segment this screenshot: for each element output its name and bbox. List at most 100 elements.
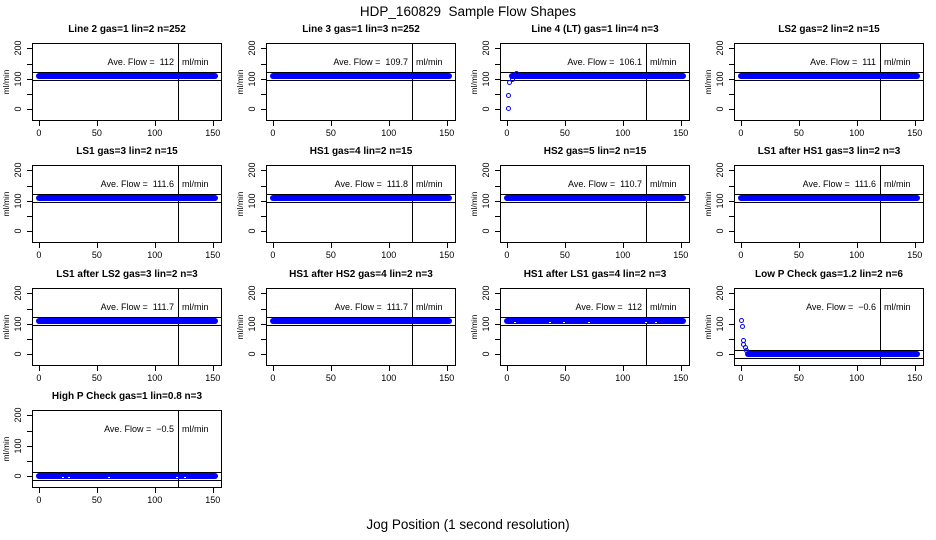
y-tick-label: 0 — [13, 228, 23, 234]
unit-text: ml/min — [649, 302, 677, 312]
y-tick-label: 200 — [715, 40, 725, 56]
y-axis-tick — [27, 293, 32, 295]
panel-title: Line 3 gas=1 lin=3 n=252 — [302, 24, 420, 35]
outlier-point — [740, 324, 746, 330]
vline-marker — [645, 43, 647, 121]
y-axis-tick — [729, 308, 734, 310]
unit-text: ml/min — [181, 302, 209, 312]
y-tick-label: 200 — [715, 162, 725, 178]
data-band — [737, 72, 921, 79]
y-axis-tick — [261, 48, 266, 50]
unit-text: ml/min — [883, 57, 911, 67]
x-axis-tick — [798, 366, 800, 371]
band-gap-speck — [588, 321, 591, 323]
vline-marker — [411, 43, 413, 121]
x-tick-label: 100 — [615, 128, 631, 138]
x-axis-tick — [38, 243, 40, 248]
x-axis-tick — [740, 243, 742, 248]
plot-box — [500, 43, 690, 121]
x-tick-label: 0 — [270, 373, 276, 383]
x-tick-label: 150 — [907, 250, 923, 260]
avg-flow-text: Ave. Flow = 111.8 — [334, 179, 408, 189]
plot-box — [32, 288, 222, 366]
panel: Low P Check gas=1.2 lin=2 n=6 0 100 200 ml/m… — [702, 259, 936, 383]
y-axis-tick — [729, 354, 734, 356]
x-tick-label: 50 — [793, 373, 804, 383]
x-axis-tick — [154, 121, 156, 126]
y-axis-tick — [27, 338, 32, 340]
y-axis-tick — [27, 430, 32, 432]
y-tick-label: 100 — [247, 71, 257, 87]
y-axis-tick — [729, 185, 734, 187]
y-tick-label: 100 — [715, 193, 725, 209]
panel-title: LS1 after LS2 gas=3 lin=2 n=3 — [56, 269, 198, 280]
x-tick-label: 50 — [325, 250, 336, 260]
ml-min-axis-label: ml/min — [1, 314, 11, 340]
plot-box — [32, 43, 222, 121]
y-axis-tick — [27, 460, 32, 462]
avg-flow-text: Ave. Flow = 111.6 — [100, 179, 174, 189]
ref-line — [501, 71, 689, 73]
panel: HS2 gas=5 lin=2 n=15 0 100 200 ml/min 0 50 100 1… — [468, 136, 702, 260]
x-tick-label: 150 — [439, 128, 455, 138]
x-axis-tick — [388, 121, 390, 126]
y-tick-label: 0 — [13, 473, 23, 479]
y-axis-tick — [27, 109, 32, 111]
avg-flow-text: Ave. Flow = 111.7 — [100, 302, 174, 312]
y-axis-tick — [261, 63, 266, 65]
y-axis-tick — [27, 215, 32, 217]
x-axis-label: Jog Position (1 second resolution) — [366, 517, 570, 532]
y-axis-tick — [729, 63, 734, 65]
data-band — [269, 317, 453, 324]
outlier-point — [506, 106, 512, 112]
x-tick-label: 150 — [439, 373, 455, 383]
x-axis-tick — [798, 121, 800, 126]
x-tick-label: 0 — [270, 250, 276, 260]
y-tick-label: 100 — [13, 316, 23, 332]
x-tick-label: 0 — [36, 495, 42, 505]
y-axis-tick — [729, 200, 734, 202]
panel: Line 2 gas=1 lin=2 n=252 0 100 200 ml/min 0 50… — [0, 14, 234, 138]
y-tick-label: 0 — [247, 106, 257, 112]
y-tick-label: 200 — [715, 285, 725, 301]
panel-title: HS2 gas=5 lin=2 n=15 — [543, 146, 647, 157]
y-axis-tick — [27, 185, 32, 187]
panel-title: Line 2 gas=1 lin=2 n=252 — [68, 24, 186, 35]
x-axis-tick — [506, 243, 508, 248]
ref-line — [267, 325, 455, 327]
x-axis-tick — [330, 366, 332, 371]
y-axis-tick — [495, 93, 500, 95]
vline-marker — [645, 165, 647, 243]
band-gap-speck — [108, 477, 111, 479]
y-axis-tick — [729, 109, 734, 111]
y-axis-tick — [261, 109, 266, 111]
ref-line — [267, 202, 455, 204]
y-axis-tick — [261, 200, 266, 202]
x-tick-label: 50 — [91, 373, 102, 383]
x-tick-label: 150 — [907, 373, 923, 383]
y-axis-tick — [27, 170, 32, 172]
x-axis-tick — [272, 366, 274, 371]
vline-marker — [645, 288, 647, 366]
ref-line — [735, 350, 923, 352]
x-axis-tick — [564, 366, 566, 371]
ml-min-axis-label: ml/min — [469, 314, 479, 340]
panel: HS1 after LS1 gas=4 lin=2 n=3 0 100 200 ml/m… — [468, 259, 702, 383]
ml-min-axis-label: ml/min — [469, 69, 479, 95]
x-tick-label: 0 — [504, 373, 510, 383]
y-axis-tick — [729, 231, 734, 233]
vline-marker — [879, 165, 881, 243]
ref-line — [267, 316, 455, 318]
x-tick-label: 100 — [849, 373, 865, 383]
x-axis-tick — [564, 243, 566, 248]
ref-line — [33, 193, 221, 195]
unit-text: ml/min — [181, 179, 209, 189]
ref-line — [267, 193, 455, 195]
y-axis-tick — [261, 293, 266, 295]
x-tick-label: 0 — [738, 128, 744, 138]
x-tick-label: 50 — [91, 128, 102, 138]
x-tick-label: 100 — [615, 250, 631, 260]
outlier-point — [741, 337, 747, 343]
band-gap-speck — [644, 321, 647, 323]
